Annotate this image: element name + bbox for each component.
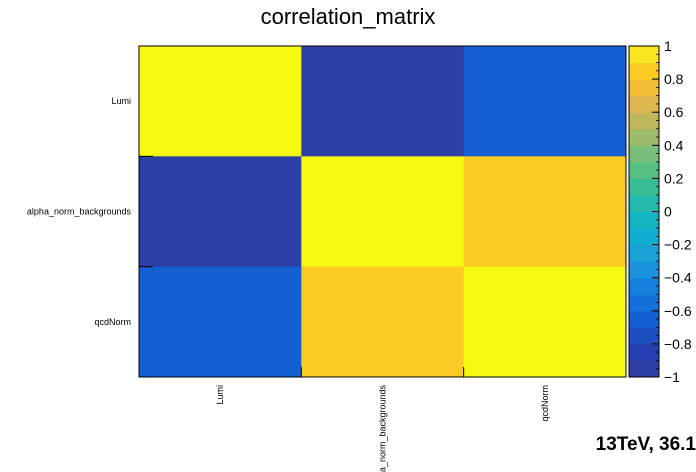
colorbar-tick-label: −1: [664, 369, 680, 385]
colorbar-segment: [629, 277, 659, 295]
colorbar-tick-label: −0.6: [664, 303, 692, 319]
colorbar-segment: [629, 261, 659, 279]
x-tick-label: qcdNorm: [540, 385, 550, 422]
colorbar-segment: [629, 178, 659, 196]
colorbar-tick-label: 0.6: [664, 104, 684, 120]
chart-title: correlation_matrix: [260, 4, 436, 29]
energy-lumi-annotation: 13TeV, 36.1: [595, 434, 696, 455]
colorbar-tick-label: 1: [664, 38, 672, 54]
heatmap-cell: [301, 266, 465, 378]
colorbar-segment: [629, 145, 659, 163]
colorbar-segment: [629, 194, 659, 212]
colorbar-tick-label: 0.4: [664, 137, 684, 153]
y-tick-label: alpha_norm_backgrounds: [27, 207, 132, 217]
colorbar-tick-label: 0: [664, 204, 672, 220]
heatmap-cell: [139, 46, 302, 157]
colorbar-tick-label: −0.8: [664, 336, 692, 352]
x-tick-label: Lumi: [215, 385, 225, 405]
colorbar-segment: [629, 46, 659, 64]
colorbar-segment: [629, 327, 659, 345]
colorbar-segment: [629, 95, 659, 113]
heatmap-cell: [139, 266, 302, 378]
colorbar-segment: [629, 360, 659, 378]
heatmap-cell: [139, 156, 302, 268]
colorbar-segment: [629, 294, 659, 312]
colorbar-segment: [629, 228, 659, 246]
colorbar-segment: [629, 161, 659, 179]
colorbar-tick-label: −0.2: [664, 237, 692, 253]
colorbar-tick-label: 0.2: [664, 170, 684, 186]
colorbar-tick-label: 0.8: [664, 71, 684, 87]
plot-frame: [138, 45, 627, 378]
heatmap-cell: [301, 46, 465, 157]
colorbar-segment: [629, 211, 659, 229]
colorbar-segment: [629, 128, 659, 146]
colorbar-segment: [629, 343, 659, 361]
colorbar-segment: [629, 244, 659, 262]
heatmap-cell: [463, 46, 627, 157]
colorbar-segment: [629, 79, 659, 97]
colorbar-segment: [629, 310, 659, 328]
y-tick-label: qcdNorm: [94, 317, 131, 327]
x-tick-label: alpha_norm_backgrounds: [378, 385, 388, 472]
y-tick-label: Lumi: [111, 96, 131, 106]
heatmap-cell: [301, 156, 465, 268]
heatmap-cell: [463, 156, 627, 268]
heatmap-cell: [463, 266, 627, 378]
colorbar-segment: [629, 62, 659, 80]
colorbar-tick-label: −0.4: [664, 270, 692, 286]
colorbar-segment: [629, 112, 659, 130]
